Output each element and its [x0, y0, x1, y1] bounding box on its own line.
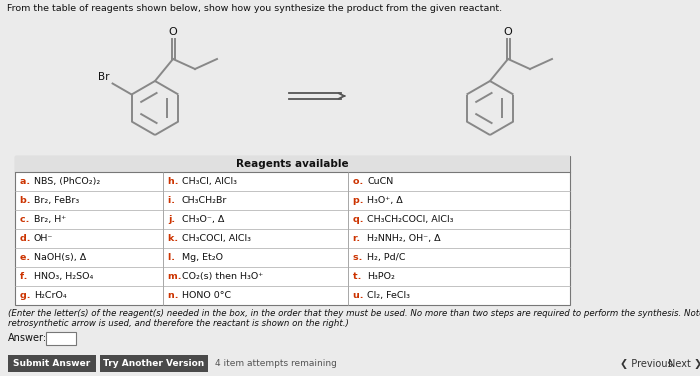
Text: Br₂, H⁺: Br₂, H⁺ [34, 215, 66, 224]
Bar [15, 156, 570, 305]
Text: a.: a. [20, 177, 34, 186]
Text: CH₃O⁻, Δ: CH₃O⁻, Δ [182, 215, 225, 224]
Text: OH⁻: OH⁻ [34, 234, 53, 243]
Text: Br₂, FeBr₃: Br₂, FeBr₃ [34, 196, 79, 205]
Text: 4 item attempts remaining: 4 item attempts remaining [215, 359, 337, 368]
Bar [15, 156, 570, 172]
Text: O: O [169, 27, 177, 37]
Text: m.: m. [168, 272, 185, 281]
Text: k.: k. [168, 234, 181, 243]
Text: NBS, (PhCO₂)₂: NBS, (PhCO₂)₂ [34, 177, 100, 186]
Text: H₃PO₂: H₃PO₂ [367, 272, 395, 281]
Text: u.: u. [353, 291, 367, 300]
Text: j.: j. [168, 215, 178, 224]
Bar [8, 355, 96, 372]
Text: HONO 0°C: HONO 0°C [182, 291, 231, 300]
Text: Cl₂, FeCl₃: Cl₂, FeCl₃ [367, 291, 410, 300]
Text: Next ❯: Next ❯ [668, 359, 700, 369]
Text: H₂, Pd/C: H₂, Pd/C [367, 253, 405, 262]
Text: c.: c. [20, 215, 33, 224]
Text: CO₂(s) then H₃O⁺: CO₂(s) then H₃O⁺ [182, 272, 263, 281]
Text: l.: l. [168, 253, 178, 262]
Text: From the table of reagents shown below, show how you synthesize the product from: From the table of reagents shown below, … [7, 4, 502, 13]
Text: CH₃CH₂Br: CH₃CH₂Br [182, 196, 228, 205]
Text: d.: d. [20, 234, 34, 243]
Text: p.: p. [353, 196, 367, 205]
Text: HNO₃, H₂SO₄: HNO₃, H₂SO₄ [34, 272, 93, 281]
Text: t.: t. [353, 272, 365, 281]
Text: O: O [503, 27, 512, 37]
Text: g.: g. [20, 291, 34, 300]
Text: CuCN: CuCN [367, 177, 393, 186]
Text: Submit Answer: Submit Answer [13, 359, 90, 368]
Bar [100, 355, 208, 372]
Text: b.: b. [20, 196, 34, 205]
Text: i.: i. [168, 196, 178, 205]
Text: q.: q. [353, 215, 367, 224]
Text: o.: o. [353, 177, 367, 186]
Text: H₂NNH₂, OH⁻, Δ: H₂NNH₂, OH⁻, Δ [367, 234, 440, 243]
Text: H₃O⁺, Δ: H₃O⁺, Δ [367, 196, 402, 205]
Text: Mg, Et₂O: Mg, Et₂O [182, 253, 223, 262]
Text: CH₃Cl, AlCl₃: CH₃Cl, AlCl₃ [182, 177, 237, 186]
Text: r.: r. [353, 234, 363, 243]
Text: retrosynthetic arrow is used, and therefore the reactant is shown on the right.): retrosynthetic arrow is used, and theref… [8, 319, 349, 328]
Text: s.: s. [353, 253, 365, 262]
Text: ❮ Previous: ❮ Previous [620, 359, 673, 369]
Text: Answer:: Answer: [8, 333, 47, 343]
Text: Reagents available: Reagents available [236, 159, 349, 169]
Text: CH₃COCl, AlCl₃: CH₃COCl, AlCl₃ [182, 234, 251, 243]
Text: Br: Br [98, 71, 110, 82]
Text: H₂CrO₄: H₂CrO₄ [34, 291, 66, 300]
Text: Try Another Version: Try Another Version [104, 359, 204, 368]
Bar [46, 332, 76, 345]
Text: h.: h. [168, 177, 182, 186]
Text: f.: f. [20, 272, 31, 281]
Text: n.: n. [168, 291, 182, 300]
Text: (Enter the letter(s) of the reagent(s) needed in the box, in the order that they: (Enter the letter(s) of the reagent(s) n… [8, 309, 700, 318]
Text: NaOH(s), Δ: NaOH(s), Δ [34, 253, 86, 262]
Text: CH₃CH₂COCl, AlCl₃: CH₃CH₂COCl, AlCl₃ [367, 215, 454, 224]
Text: e.: e. [20, 253, 34, 262]
